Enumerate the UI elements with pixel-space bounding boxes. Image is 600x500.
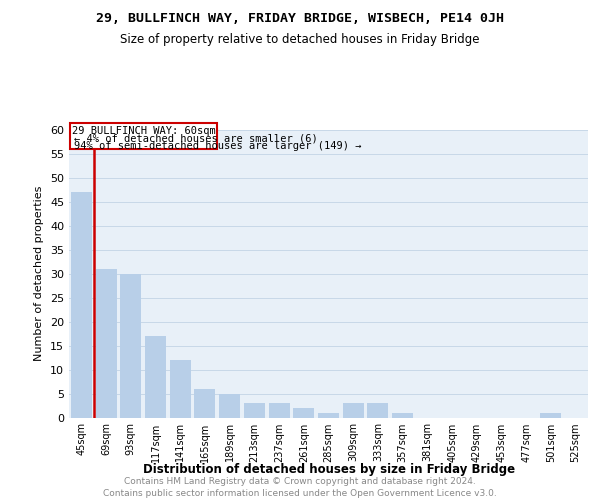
Text: Size of property relative to detached houses in Friday Bridge: Size of property relative to detached ho… [120,32,480,46]
Bar [343,403,364,417]
Bar [392,412,413,418]
Text: 29, BULLFINCH WAY, FRIDAY BRIDGE, WISBECH, PE14 0JH: 29, BULLFINCH WAY, FRIDAY BRIDGE, WISBEC… [96,12,504,26]
Bar [95,269,116,418]
Bar [293,408,314,418]
Bar [269,403,290,417]
Text: 29 BULLFINCH WAY: 60sqm: 29 BULLFINCH WAY: 60sqm [72,126,215,136]
Bar [145,336,166,417]
Bar [71,192,92,418]
Text: Distribution of detached houses by size in Friday Bridge: Distribution of detached houses by size … [143,462,515,475]
Bar [170,360,191,418]
Bar [120,274,141,418]
Bar [244,403,265,417]
Bar [194,389,215,418]
Y-axis label: Number of detached properties: Number of detached properties [34,186,44,362]
Bar [541,412,562,418]
Text: Contains public sector information licensed under the Open Government Licence v3: Contains public sector information licen… [103,489,497,498]
Text: ← 4% of detached houses are smaller (6): ← 4% of detached houses are smaller (6) [74,134,317,144]
Text: 94% of semi-detached houses are larger (149) →: 94% of semi-detached houses are larger (… [74,140,361,150]
Bar [318,412,339,418]
FancyBboxPatch shape [70,123,217,149]
Text: Contains HM Land Registry data © Crown copyright and database right 2024.: Contains HM Land Registry data © Crown c… [124,478,476,486]
Bar [367,403,388,417]
Bar [219,394,240,417]
